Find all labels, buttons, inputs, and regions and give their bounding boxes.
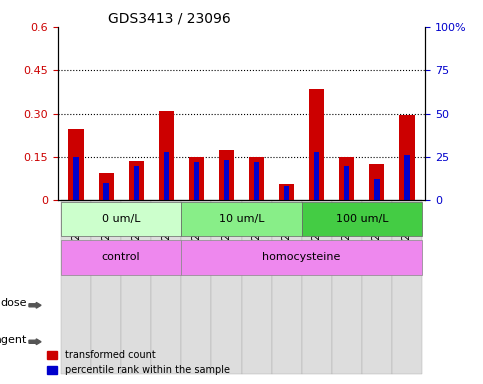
Text: GDS3413 / 23096: GDS3413 / 23096	[108, 12, 230, 25]
Text: 0 um/L: 0 um/L	[102, 214, 141, 224]
Bar	[99, 173, 114, 200]
FancyBboxPatch shape	[121, 200, 151, 374]
Bar	[103, 183, 109, 200]
Text: control: control	[102, 252, 141, 262]
FancyBboxPatch shape	[271, 200, 302, 374]
FancyBboxPatch shape	[302, 202, 422, 237]
FancyBboxPatch shape	[91, 200, 121, 374]
FancyBboxPatch shape	[332, 200, 362, 374]
FancyBboxPatch shape	[181, 202, 302, 237]
Bar	[314, 152, 319, 200]
Text: homocysteine: homocysteine	[262, 252, 341, 262]
Bar	[404, 155, 410, 200]
Bar	[249, 157, 264, 200]
FancyBboxPatch shape	[181, 240, 422, 275]
Bar	[159, 111, 174, 200]
Bar	[219, 150, 234, 200]
FancyBboxPatch shape	[61, 200, 91, 374]
FancyBboxPatch shape	[302, 200, 332, 374]
Bar	[344, 166, 349, 200]
Text: 10 um/L: 10 um/L	[219, 214, 264, 224]
Bar	[254, 162, 259, 200]
Bar	[279, 184, 294, 200]
Text: 100 um/L: 100 um/L	[336, 214, 388, 224]
Bar	[134, 166, 139, 200]
Bar	[309, 89, 324, 200]
Text: agent: agent	[0, 335, 27, 345]
Bar	[339, 157, 355, 200]
Bar	[194, 162, 199, 200]
Bar	[374, 179, 380, 200]
Bar	[189, 157, 204, 200]
FancyBboxPatch shape	[181, 200, 212, 374]
Bar	[284, 186, 289, 200]
FancyBboxPatch shape	[151, 200, 181, 374]
FancyBboxPatch shape	[392, 200, 422, 374]
Bar	[369, 164, 384, 200]
Bar	[73, 157, 79, 200]
Legend: transformed count, percentile rank within the sample: transformed count, percentile rank withi…	[43, 346, 234, 379]
Bar	[224, 161, 229, 200]
FancyBboxPatch shape	[212, 200, 242, 374]
Bar	[164, 152, 169, 200]
FancyBboxPatch shape	[362, 200, 392, 374]
FancyBboxPatch shape	[242, 200, 271, 374]
Bar	[128, 161, 144, 200]
Bar	[399, 115, 414, 200]
Bar	[69, 129, 84, 200]
Text: dose: dose	[0, 298, 27, 308]
FancyBboxPatch shape	[61, 202, 181, 237]
FancyBboxPatch shape	[61, 240, 181, 275]
